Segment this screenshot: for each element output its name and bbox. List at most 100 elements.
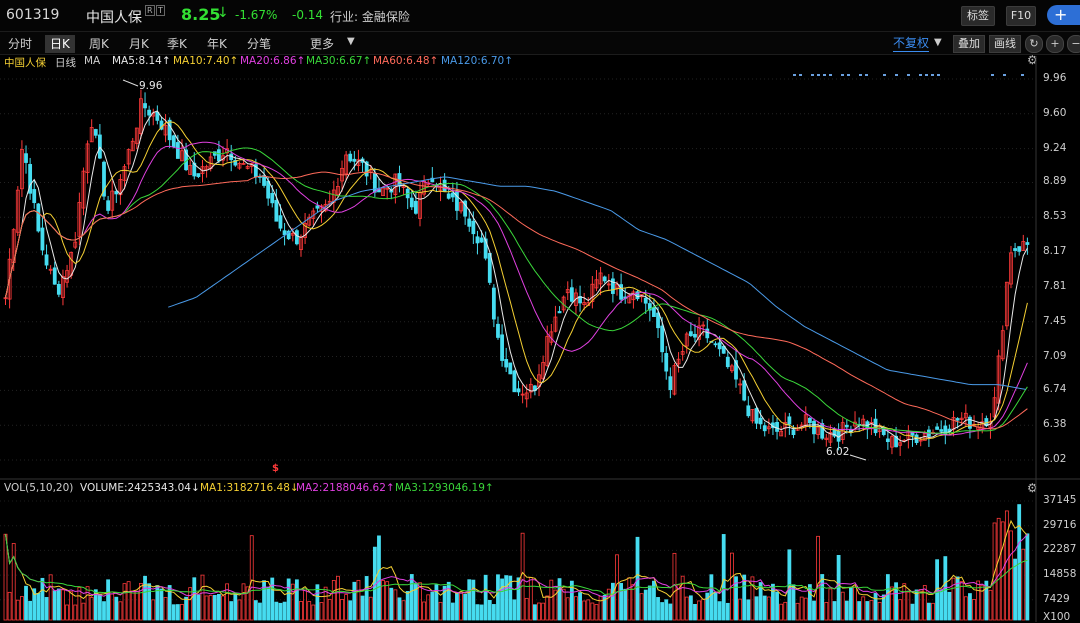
volume-bar — [853, 586, 857, 621]
tab-intraday[interactable]: 分时 — [8, 37, 33, 51]
volume-bar — [77, 587, 82, 621]
volume-bar — [93, 589, 98, 621]
volume-bar — [208, 595, 213, 621]
volume-bar — [225, 583, 230, 621]
candle-body — [680, 351, 685, 355]
volume-bar — [122, 583, 127, 621]
volume-bar — [795, 602, 800, 621]
volume-bar — [627, 577, 632, 621]
volume-bar — [32, 588, 37, 621]
volume-bar — [434, 584, 439, 621]
volume-bar — [803, 597, 808, 621]
tab-weekly[interactable]: 周K — [89, 37, 109, 51]
volume-bar — [336, 575, 340, 621]
volume-bar — [877, 601, 882, 621]
volume-bar — [906, 591, 911, 621]
candle-body — [697, 325, 701, 340]
more-menu[interactable]: 更多 — [310, 37, 335, 51]
volume-bar — [980, 584, 985, 621]
candle-body — [290, 232, 295, 236]
volume-bar — [180, 603, 184, 621]
candle-body — [299, 236, 303, 251]
volume-bar — [606, 588, 611, 621]
candle-body — [139, 98, 143, 135]
tab-ticks[interactable]: 分笔 — [247, 37, 272, 51]
volume-bar — [118, 601, 123, 621]
add-watchlist-button[interactable]: + — [1047, 5, 1080, 25]
volume-bar — [820, 574, 825, 621]
candle-body — [1017, 246, 1022, 252]
adjust-dropdown-icon[interactable]: ▼ — [934, 37, 942, 48]
industry-label[interactable]: 行业: 金融保险 — [330, 10, 410, 24]
tab-yearly[interactable]: 年K — [207, 37, 227, 51]
volume-bar — [274, 601, 279, 621]
candle-body — [594, 279, 599, 289]
candle-body — [147, 109, 152, 116]
volume-bar — [672, 552, 677, 621]
candle-body — [807, 417, 812, 424]
event-dot — [907, 74, 910, 76]
volume-bar — [771, 583, 775, 621]
tab-daily[interactable]: 日K — [45, 35, 75, 53]
f10-button[interactable]: F10 — [1006, 6, 1036, 26]
settings-gear-icon[interactable]: ⚙ — [1027, 53, 1038, 67]
volume-bar — [619, 582, 623, 621]
candle-body — [110, 190, 115, 211]
candle-body — [463, 200, 468, 217]
zoom-in-icon[interactable]: + — [1046, 35, 1064, 53]
vol-settings-gear-icon[interactable]: ⚙ — [1027, 481, 1038, 495]
volume-bar — [381, 580, 385, 621]
volume-bar — [799, 596, 804, 621]
candle-body — [155, 111, 160, 121]
price-axis-label: 6.02 — [1043, 453, 1067, 465]
ma120-line — [168, 176, 1026, 390]
candle-body — [1021, 241, 1026, 251]
candle-body — [705, 328, 710, 339]
volume-bar — [894, 582, 898, 621]
candle-body — [565, 289, 570, 294]
volume-bar — [857, 601, 862, 621]
volume-bar — [939, 589, 944, 621]
volume-bar — [586, 599, 591, 621]
volume-bar — [282, 601, 287, 621]
volume-bar — [491, 604, 496, 621]
candle-body — [56, 283, 61, 295]
candle-body — [512, 370, 517, 393]
volume-bar — [533, 604, 537, 621]
tag-button[interactable]: 标签 — [961, 6, 995, 26]
volume-bar — [676, 584, 681, 621]
volume-bar — [319, 602, 324, 621]
volume-bar — [471, 579, 476, 621]
candle-body — [602, 276, 607, 282]
volume-bar — [865, 601, 870, 621]
adjust-select[interactable]: 不复权 — [893, 36, 930, 52]
volume-bar — [643, 589, 648, 621]
zoom-out-icon[interactable]: − — [1067, 35, 1080, 53]
volume-bar — [479, 604, 484, 621]
tab-quarterly[interactable]: 季K — [167, 37, 187, 51]
stock-name[interactable]: 中国人保 — [86, 10, 142, 26]
volume-bar — [364, 576, 369, 621]
refresh-icon[interactable]: ↻ — [1025, 35, 1043, 53]
price-axis-label: 8.89 — [1043, 175, 1067, 188]
volume-bar — [766, 596, 771, 621]
event-marker[interactable]: $ — [272, 463, 279, 474]
candle-body — [968, 416, 972, 429]
draw-line-button[interactable]: 画线 — [989, 35, 1021, 53]
down-arrow-icon: ↓ — [217, 5, 229, 21]
candle-body — [36, 203, 41, 232]
volume-bar — [496, 574, 500, 621]
volume-bar — [1009, 530, 1013, 621]
tab-monthly[interactable]: 月K — [129, 37, 149, 51]
candle-body — [557, 311, 562, 314]
more-dropdown-icon[interactable]: ▼ — [347, 36, 355, 47]
volume-bar — [717, 601, 722, 621]
volume-bar — [110, 593, 115, 621]
candle-body — [143, 103, 147, 109]
overlay-button[interactable]: 叠加 — [953, 35, 985, 53]
volume-bar — [775, 591, 779, 621]
volume-bar — [639, 593, 644, 621]
candle-body — [459, 201, 463, 212]
volume-bar — [647, 585, 652, 621]
